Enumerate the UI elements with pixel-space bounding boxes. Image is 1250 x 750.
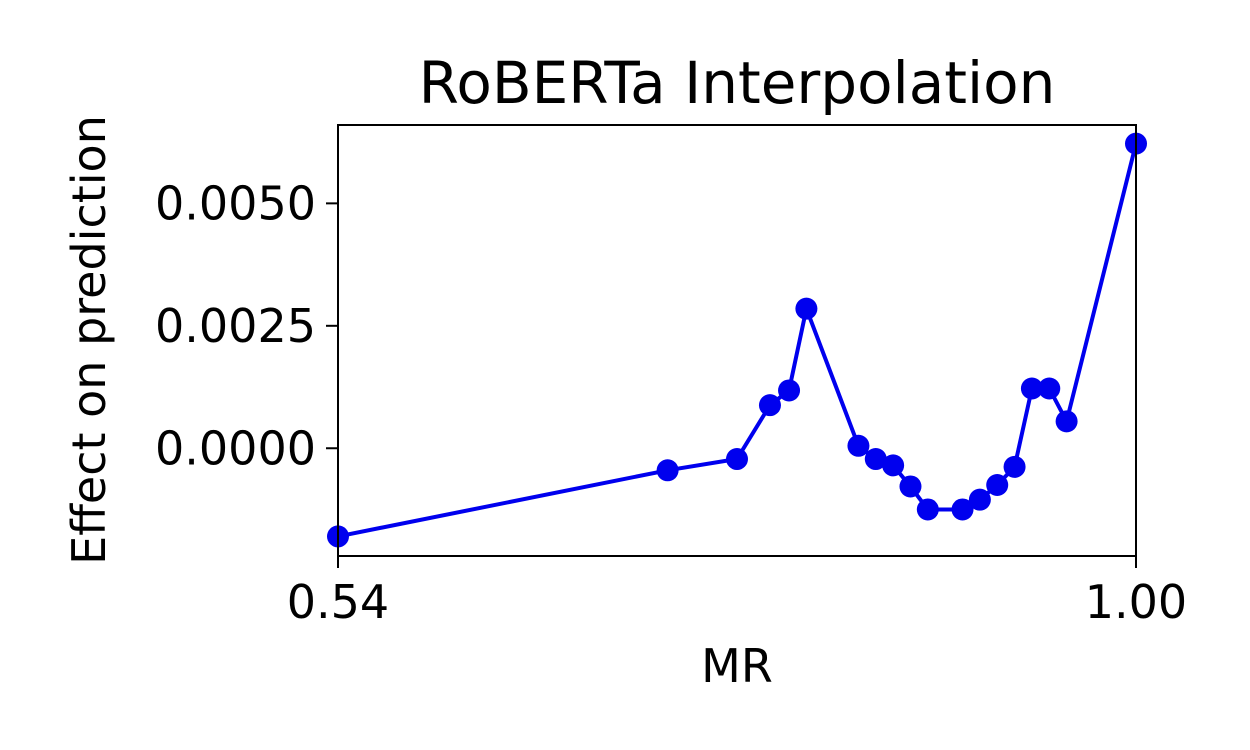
data-point xyxy=(1020,377,1043,400)
data-point xyxy=(1038,377,1061,400)
data-point xyxy=(864,448,887,471)
data-point xyxy=(968,488,991,511)
chart-title: RoBERTa Interpolation xyxy=(419,49,1056,117)
data-point xyxy=(882,454,905,477)
x-tick-label: 0.54 xyxy=(287,575,389,629)
data-point xyxy=(795,297,818,320)
y-axis: 0.0000 0.0025 0.0050 xyxy=(155,176,338,475)
data-point xyxy=(847,434,870,457)
data-point xyxy=(656,459,679,482)
y-tick-label: 0.0025 xyxy=(155,299,316,353)
data-point xyxy=(986,473,1009,496)
data-point xyxy=(1055,410,1078,433)
y-tick-label: 0.0050 xyxy=(155,176,316,230)
x-axis-label: MR xyxy=(701,639,773,693)
y-axis-label: Effect on prediction xyxy=(62,115,116,565)
x-tick-label: 1.00 xyxy=(1085,575,1187,629)
plot-area xyxy=(327,132,1147,548)
data-point xyxy=(899,475,922,498)
y-tick-label: 0.0000 xyxy=(155,421,316,475)
plot-frame xyxy=(337,124,1137,557)
data-point xyxy=(916,498,939,521)
data-point xyxy=(1003,455,1026,478)
data-point xyxy=(778,379,801,402)
data-point xyxy=(726,448,748,471)
data-point xyxy=(951,498,974,521)
data-point xyxy=(758,394,781,417)
x-axis: 0.54 1.00 xyxy=(287,556,1187,629)
